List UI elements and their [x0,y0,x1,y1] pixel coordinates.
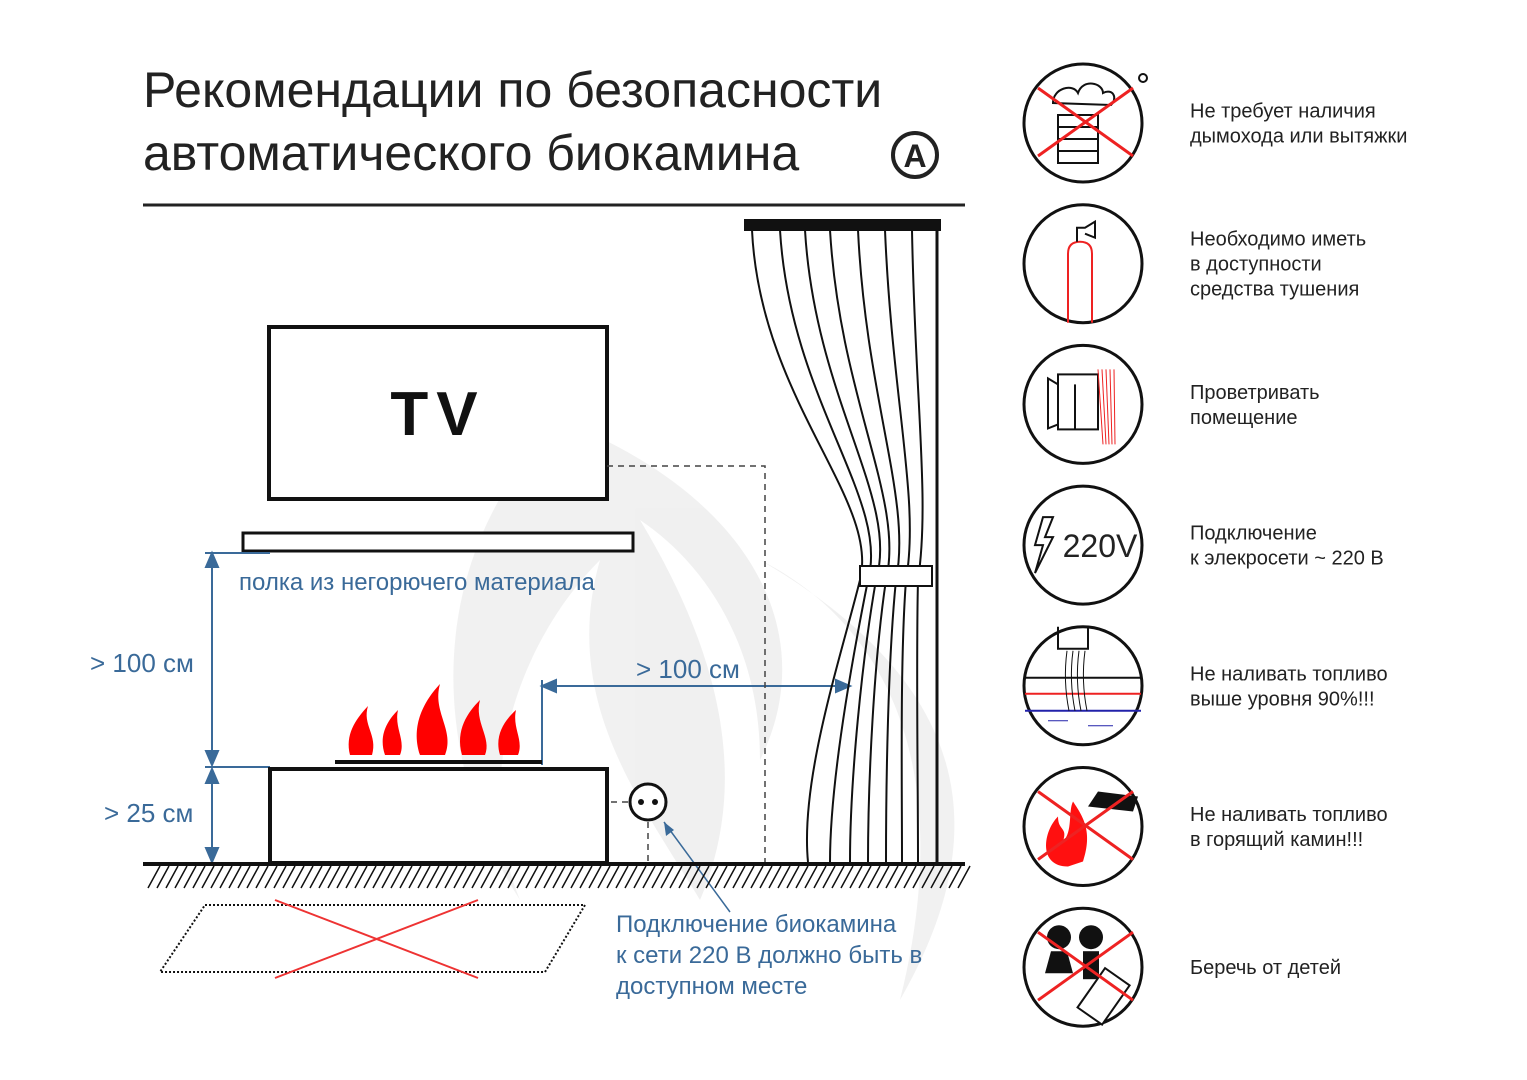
recommendation-text: Не требует наличия [1190,101,1376,123]
tv: TV [267,325,609,501]
fire-extinguisher-icon [1022,203,1144,325]
recommendation-text: помещение [1190,407,1298,429]
socket-note: Подключение биокамина к сети 220 В должн… [616,911,922,1000]
brand-badge: A [891,131,939,179]
recommendation-item: Не наливать топливо в горящий камин!!! [1022,766,1388,887]
recommendation-text: Подключение [1190,523,1317,545]
svg-text:к сети 220 В должно быть в: к сети 220 В должно быть в [616,942,922,969]
svg-text:A: A [903,138,926,174]
recommendation-item: Беречь от детей [1022,906,1341,1028]
recommendation-text: выше уровня 90%!!! [1190,688,1375,710]
floor [143,862,971,889]
svg-text:Подключение биокамина: Подключение биокамина [616,911,897,938]
power-socket-icon [628,782,668,822]
svg-text:доступном месте: доступном месте [616,973,807,1000]
recommendation-text: Не наливать топливо [1190,663,1388,685]
recommendation-item: Необходимо иметь в доступности средства ту… [1022,203,1366,325]
shelf-label: полка из негорючего материала [239,569,596,596]
title-line-1: Рекомендации по безопасности [143,62,882,118]
tv-label: TV [390,380,485,449]
recommendation-text: к элекросети ~ 220 В [1190,548,1384,570]
height-base-label: > 25 см [104,798,193,828]
fireplace-base [268,767,609,865]
recommendation-text: средства тушения [1190,279,1359,301]
distance-dimension [539,678,853,765]
socket-pointer [663,821,731,913]
recommendation-text: Не наливать топливо [1190,804,1388,826]
recommendation-text: Проветривать [1190,382,1320,404]
recommendation-item: 220V Подключение к элекросети ~ 220 В [1022,484,1384,606]
curtain [744,219,941,863]
height-dimension [204,550,270,865]
recommendation-text: Необходимо иметь [1190,229,1366,251]
recommendation-item: Не требует наличия дымохода или вытяжки [1022,62,1407,184]
height-above-label: > 100 см [90,648,194,678]
voltage-label: 220V [1063,528,1138,564]
electric-220v-icon: 220V [1022,484,1144,606]
recommendation-text: Беречь от детей [1190,957,1341,979]
ventilate-window-icon [1022,343,1144,465]
no-fuel-burning-icon [1022,766,1144,887]
recommendation-item: Не наливать топливо выше уровня 90%!!! [1022,625,1388,747]
title-line-2: автоматического биокамина [143,125,799,181]
no-chimney-icon [1022,62,1148,184]
recommendation-text: в доступности [1190,254,1322,276]
recommendation-item: Проветривать помещение [1022,343,1320,465]
distance-label: > 100 см [636,654,740,684]
keep-from-children-icon [1022,906,1144,1028]
recommendation-text: дымохода или вытяжки [1190,126,1407,148]
rug-prohibited [158,899,587,979]
recommendation-text: в горящий камин!!! [1190,829,1363,851]
flames [348,684,520,755]
shelf [241,531,635,553]
fuel-level-icon [1022,625,1144,747]
